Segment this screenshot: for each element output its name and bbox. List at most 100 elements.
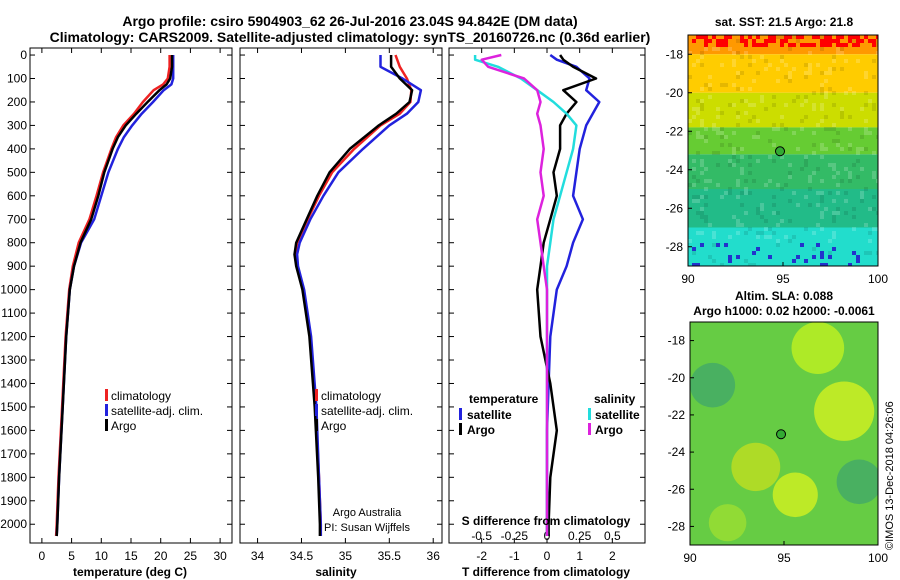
sst-cell (700, 135, 704, 139)
sst-cell (876, 39, 878, 43)
sst-cell (824, 263, 828, 266)
sst-cell (748, 87, 752, 91)
sst-cell (832, 59, 836, 63)
sst-cell (756, 247, 760, 251)
sst-cell (788, 239, 792, 243)
sst-cell (820, 87, 824, 91)
sst-cell (804, 43, 808, 47)
legend-swatch-argo (459, 423, 462, 435)
sst-cell (696, 99, 700, 103)
sst-cell (812, 131, 816, 135)
depth-tick-label: 1900 (0, 494, 27, 508)
series-line-climatology (54, 55, 171, 537)
sst-cell (736, 255, 740, 259)
sst-cell (772, 123, 776, 127)
sst-cell (704, 215, 708, 219)
sst-cell (748, 163, 752, 167)
sst-cell (860, 195, 864, 199)
map-y-tick-label: -22 (668, 408, 686, 422)
sst-cell (864, 71, 868, 75)
sst-cell (772, 127, 776, 131)
map-y-tick-label: -18 (666, 47, 684, 61)
sst-cell (864, 187, 868, 191)
sst-cell (816, 203, 820, 207)
sst-cell (724, 83, 728, 87)
sst-cell (716, 127, 720, 131)
sst-cell (700, 55, 704, 59)
sst-cell (720, 143, 724, 147)
sst-cell (792, 99, 796, 103)
sst-cell (848, 263, 852, 266)
sst-cell (768, 227, 772, 231)
sst-cell (872, 43, 876, 47)
sst-cell (736, 87, 740, 91)
sst-cell (720, 131, 724, 135)
sst-cell (772, 195, 776, 199)
sst-cell (820, 199, 824, 203)
sst-cell (864, 147, 868, 151)
sst-cell (764, 59, 768, 63)
sst-cell (752, 59, 756, 63)
sst-cell (796, 39, 800, 43)
sst-cell (760, 215, 764, 219)
map-x-tick-label: 90 (681, 272, 695, 286)
sst-cell (768, 139, 772, 143)
sst-cell (820, 71, 824, 75)
sst-cell (832, 39, 836, 43)
sst-cell (712, 235, 716, 239)
sst-cell (708, 83, 712, 87)
sst-cell (800, 167, 804, 171)
sst-cell (748, 103, 752, 107)
sst-cell (848, 35, 852, 39)
sst-cell (744, 51, 748, 55)
sst-cell (752, 79, 756, 83)
sst-cell (836, 191, 840, 195)
sst-cell (732, 155, 736, 159)
sst-cell (756, 235, 760, 239)
sst-cell (820, 255, 824, 259)
x-tick-label: 2 (609, 549, 616, 563)
sst-cell (872, 207, 876, 211)
sst-cell (704, 203, 708, 207)
sst-cell (772, 103, 776, 107)
sst-cell (848, 127, 852, 131)
sst-cell (728, 143, 732, 147)
sst-cell (780, 219, 784, 223)
sst-cell (808, 71, 812, 75)
depth-tick-label: 500 (7, 165, 27, 179)
sst-cell (700, 195, 704, 199)
sst-cell (844, 191, 848, 195)
sst-cell (804, 163, 808, 167)
sla-patch (836, 459, 878, 505)
sst-cell (836, 183, 840, 187)
sst-cell (736, 115, 740, 119)
sst-cell (840, 107, 844, 111)
sst-cell (712, 243, 716, 247)
sst-cell (876, 227, 878, 231)
sst-cell (860, 167, 864, 171)
sst-cell (720, 63, 724, 67)
sst-band (688, 189, 878, 228)
sst-cell (784, 235, 788, 239)
title-line1: Argo profile: csiro 5904903_62 26-Jul-20… (122, 13, 577, 29)
sst-cell (860, 147, 864, 151)
sst-cell (856, 43, 860, 47)
sst-cell (692, 63, 696, 67)
depth-tick-label: 800 (7, 236, 27, 250)
sst-cell (688, 131, 692, 135)
sst-cell (864, 127, 868, 131)
sst-cell (788, 175, 792, 179)
sst-cell (800, 35, 804, 39)
sst-cell (820, 227, 824, 231)
sst-cell (812, 43, 816, 47)
sst-cell (848, 87, 852, 91)
sst-cell (872, 195, 876, 199)
sst-cell (820, 155, 824, 159)
temperature-panel: 0100200300400500600700800900100011001200… (0, 47, 233, 563)
sst-cell (780, 155, 784, 159)
sst-cell (688, 239, 692, 243)
sst-cell (824, 43, 828, 47)
sst-cell (688, 51, 692, 55)
sst-cell (756, 35, 760, 39)
sst-cell (812, 107, 816, 111)
